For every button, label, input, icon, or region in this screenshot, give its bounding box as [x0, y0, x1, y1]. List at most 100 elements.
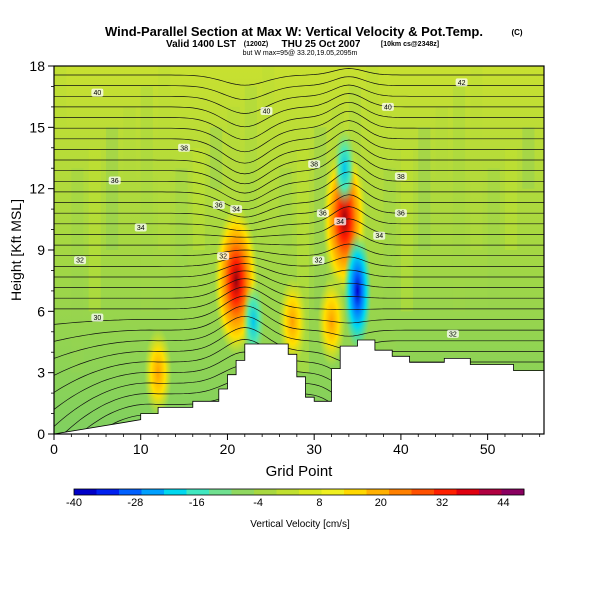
isentrope-label: 36	[394, 209, 407, 218]
isentrope-line	[54, 139, 544, 185]
isentrope-label: 32	[74, 256, 87, 265]
isentrope-label-text: 38	[397, 174, 405, 181]
isentrope-labels: 42 40 40 40 38 38 38 36 36 36 36 34 34 34 34 32 32 32 30 32	[74, 78, 468, 338]
y-tick-label: 0	[37, 426, 45, 442]
isentrope-contours	[54, 68, 544, 434]
isentrope-label: 42	[455, 78, 468, 87]
field-band	[400, 147, 414, 312]
isentrope-label-text: 40	[384, 104, 392, 111]
terrain-mask	[54, 339, 544, 434]
isentrope-label: 34	[230, 205, 243, 214]
isentrope-label: 32	[217, 252, 230, 261]
field-band	[262, 66, 275, 189]
isentrope-label: 36	[212, 201, 225, 210]
isentrope-label-text: 32	[76, 258, 84, 265]
isentrope-line	[54, 120, 544, 164]
field-band	[140, 86, 153, 312]
isentrope-line	[54, 230, 544, 246]
max-w-note: but W max=95@ 33.20,19.05,2095m	[243, 50, 358, 57]
x-axis: 0 10 20 30 40 50	[50, 434, 541, 457]
isentrope-label: 32	[446, 329, 459, 338]
colorbar-swatch	[344, 489, 367, 495]
isentrope-label-text: 32	[219, 254, 227, 261]
isentrope-label: 40	[91, 88, 104, 97]
y-tick-label: 12	[29, 181, 45, 197]
colorbar-swatch	[276, 489, 300, 495]
valid-time: Valid 1400 LST	[166, 39, 236, 50]
field-band	[452, 86, 466, 312]
colorbar-swatch	[411, 489, 435, 495]
plot-area: 42 40 40 40 38 38 38 36 36 36 36 34 34 34 34 32 32 32 30 32	[54, 66, 544, 434]
field-band	[106, 127, 119, 250]
chart-title-mark: (C)	[511, 28, 522, 37]
y-tick-label: 6	[37, 303, 45, 319]
colorbar-tick-label: 44	[497, 497, 509, 509]
colorbar-swatch	[456, 489, 480, 495]
isentrope-label: 34	[134, 223, 147, 232]
x-axis-label: Grid Point	[266, 463, 334, 480]
field-band	[158, 66, 171, 250]
field-band	[123, 106, 136, 189]
isentrope-label: 38	[394, 172, 407, 181]
isentrope-label-text: 42	[458, 80, 466, 87]
valid-run: [10km cs@2348z]	[381, 41, 439, 48]
field-band	[504, 147, 518, 250]
colorbar-swatch	[119, 489, 142, 495]
x-tick-label: 0	[50, 441, 58, 457]
field-band	[279, 168, 292, 250]
colorbar-tick-label: -4	[253, 497, 263, 509]
isentrope-label-text: 36	[111, 178, 119, 185]
colorbar-swatch	[74, 489, 97, 495]
colorbar-swatch	[164, 489, 187, 495]
isentrope-label-text: 36	[215, 203, 223, 210]
isentrope-line	[54, 243, 544, 257]
isentrope-line	[54, 68, 544, 86]
x-tick-label: 40	[393, 441, 409, 457]
field-band	[418, 127, 431, 250]
isentrope-label: 32	[312, 256, 325, 265]
isentrope-label-text: 32	[449, 331, 457, 338]
chart-title: Wind-Parallel Section at Max W: Vertical…	[105, 24, 483, 39]
isentrope-line	[54, 286, 544, 311]
isentrope-label: 38	[308, 160, 321, 169]
colorbar-tick-label: 20	[375, 497, 387, 509]
isentrope-line	[54, 149, 544, 194]
isentrope-line	[54, 206, 544, 232]
isentrope-label: 34	[334, 217, 347, 226]
isentrope-label-text: 36	[319, 211, 327, 218]
isentrope-line	[54, 110, 544, 153]
y-tick-label: 15	[29, 119, 45, 135]
field-band	[383, 168, 396, 373]
x-tick-label: 30	[306, 441, 322, 457]
colorbar-swatch	[479, 489, 502, 495]
colorbar: -40 -28 -16 -4 8 20 32 44	[66, 488, 525, 509]
x-tick-label: 10	[133, 441, 149, 457]
colorbar-swatch	[186, 489, 210, 495]
field-band	[435, 106, 448, 189]
isentrope-line	[54, 327, 544, 376]
colorbar-frame	[73, 488, 525, 496]
colorbar-swatch	[209, 489, 232, 495]
colorbar-swatch	[299, 489, 322, 495]
isentrope-label-text: 38	[180, 145, 188, 152]
colorbar-tick-label: 32	[436, 497, 448, 509]
colorbar-swatch	[254, 489, 277, 495]
isentrope-label: 38	[178, 143, 191, 152]
y-axis: 0 3 6 9 12 15 18	[29, 58, 54, 442]
isentrope-line	[54, 84, 544, 114]
x-tick-label: 50	[480, 441, 496, 457]
colorbar-tick-label: -28	[127, 497, 143, 509]
valid-date: THU 25 Oct 2007	[282, 39, 361, 50]
colorbar-swatch	[434, 489, 457, 495]
isentrope-line	[54, 218, 544, 238]
isentrope-label-text: 30	[93, 315, 101, 322]
isentrope-line	[54, 93, 544, 128]
colorbar-swatch	[231, 489, 255, 495]
isentrope-line	[54, 278, 544, 299]
isentrope-line	[54, 129, 544, 175]
y-tick-label: 3	[37, 365, 45, 381]
isentrope-label: 34	[373, 231, 386, 240]
colorbar-swatch	[141, 489, 165, 495]
isentrope-label-text: 34	[336, 219, 344, 226]
